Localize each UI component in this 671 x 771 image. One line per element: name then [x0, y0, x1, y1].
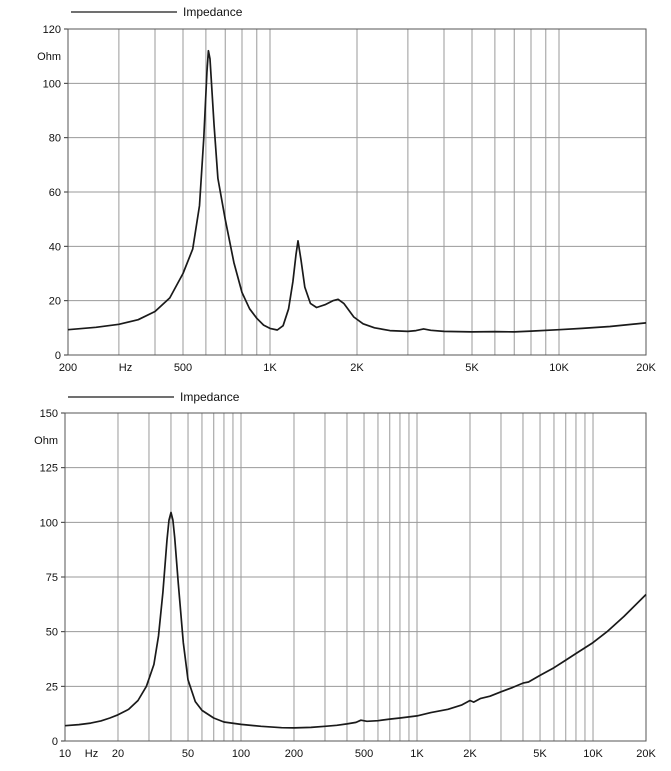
legend-label: Impedance — [183, 5, 243, 19]
y-tick-label: 120 — [43, 24, 61, 36]
y-tick-label: 125 — [40, 463, 58, 475]
y-tick-label: 20 — [49, 296, 61, 308]
x-tick-label: 10K — [583, 748, 603, 760]
x-tick-label: 20K — [636, 748, 656, 760]
x-tick-label: 10 — [59, 748, 71, 760]
y-tick-label: 100 — [43, 78, 61, 90]
y-tick-label: 25 — [46, 681, 58, 693]
y-tick-label: 80 — [49, 133, 61, 145]
x-tick-label: 10K — [549, 362, 569, 374]
chart-2: 0 25 50 75 100 125 150 10 20 50 100 200 500 1K 2K 5K 10K… — [34, 390, 656, 760]
chart-1: 0 20 40 60 80 100 120 200 500 1K 2K 5K 10K 20K Hz Ohm Im… — [37, 5, 656, 374]
plot-frame — [64, 412, 647, 742]
series-line-impedance — [67, 49, 647, 333]
x-axis-label: Hz — [119, 362, 132, 374]
x-tick-label: 200 — [59, 362, 77, 374]
x-tick-label: 2K — [350, 362, 364, 374]
x-tick-label: 20 — [112, 748, 124, 760]
x-tick-label: 200 — [285, 748, 303, 760]
x-tick-label: 2K — [463, 748, 477, 760]
x-tick-label: 50 — [182, 748, 194, 760]
y-tick-label: 0 — [55, 350, 61, 362]
legend-label: Impedance — [180, 390, 240, 404]
y-axis-label: Ohm — [37, 51, 61, 63]
x-tick-label: 1K — [410, 748, 424, 760]
x-tick-label: 5K — [465, 362, 479, 374]
x-tick-label: 500 — [355, 748, 373, 760]
x-tick-label: 20K — [636, 362, 656, 374]
x-tick-label: 5K — [533, 748, 547, 760]
y-tick-label: 0 — [52, 736, 58, 748]
x-axis-label: Hz — [85, 748, 98, 760]
x-tick-label: 500 — [174, 362, 192, 374]
y-tick-label: 40 — [49, 241, 61, 253]
y-tick-label: 75 — [46, 572, 58, 584]
x-tick-label: 100 — [232, 748, 250, 760]
y-tick-label: 50 — [46, 627, 58, 639]
series-line-impedance — [64, 511, 647, 729]
y-tick-label: 100 — [40, 517, 58, 529]
y-tick-label: 60 — [49, 187, 61, 199]
y-tick-label: 150 — [40, 408, 58, 420]
plot-frame — [67, 28, 647, 356]
x-tick-label: 1K — [263, 362, 277, 374]
y-axis-label: Ohm — [34, 435, 58, 447]
